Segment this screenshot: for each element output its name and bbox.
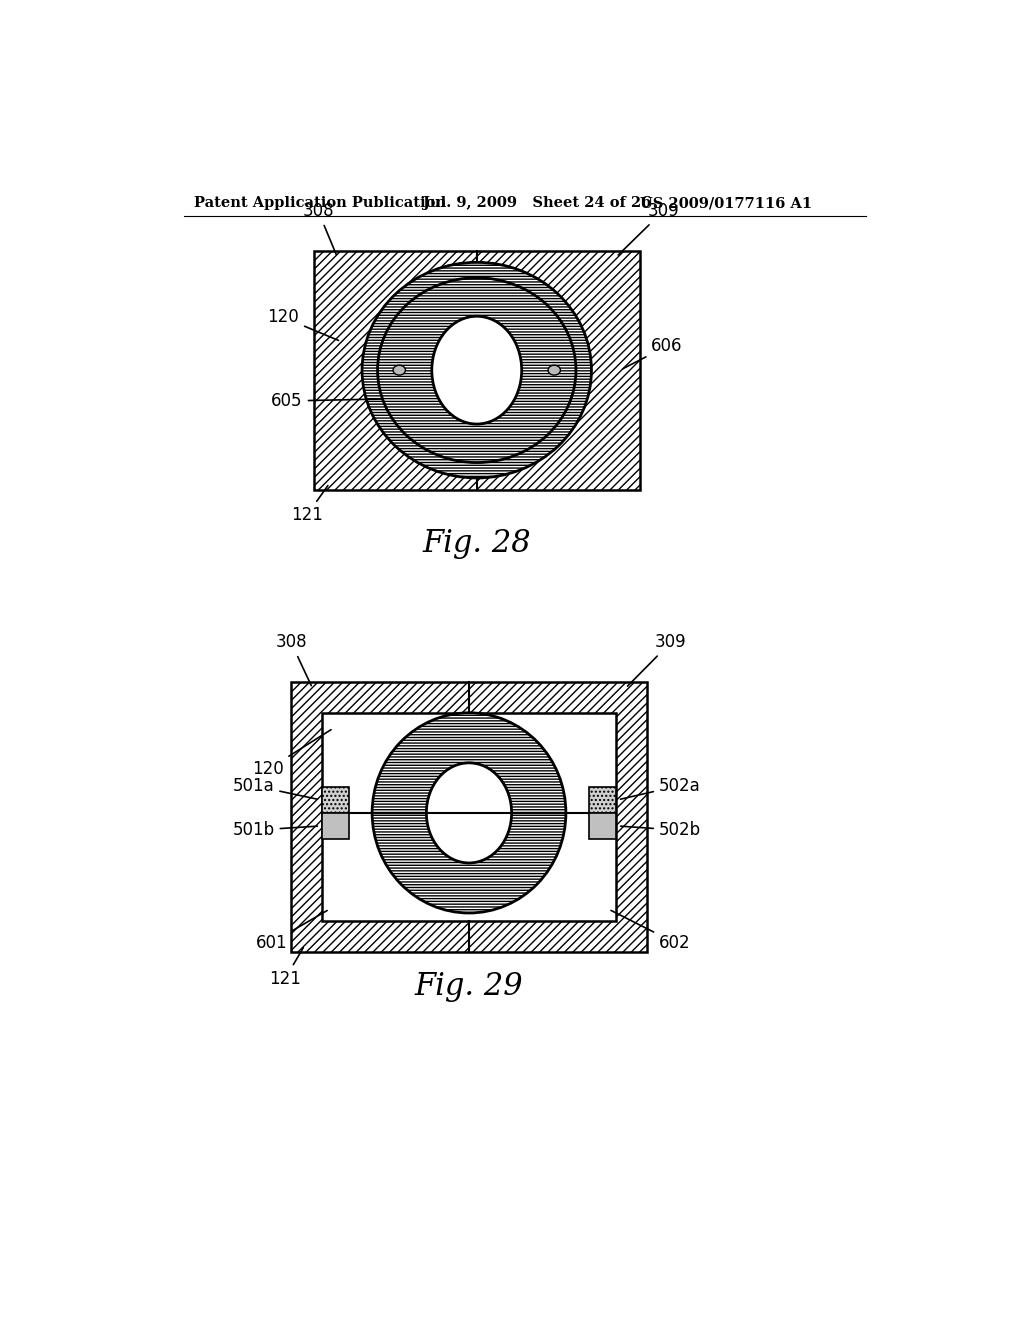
Bar	[314, 251, 640, 490]
Text: Fig. 29: Fig. 29	[415, 970, 523, 1002]
Text: 605: 605	[271, 392, 390, 411]
Text: Patent Application Publication: Patent Application Publication	[194, 197, 445, 210]
Text: 602: 602	[611, 911, 690, 952]
Bar	[589, 813, 616, 840]
Text: US 2009/0177116 A1: US 2009/0177116 A1	[640, 197, 812, 210]
Text: 501a: 501a	[232, 776, 317, 799]
Text: 121: 121	[269, 948, 303, 987]
Text: 606: 606	[623, 337, 683, 368]
Bar	[291, 682, 647, 952]
Bar	[322, 713, 616, 921]
Bar	[322, 787, 349, 813]
Text: Fig. 28: Fig. 28	[423, 528, 531, 558]
Bar	[322, 813, 349, 840]
Text: 308: 308	[302, 202, 336, 255]
Text: 309: 309	[628, 634, 687, 686]
Ellipse shape	[362, 263, 592, 478]
Ellipse shape	[393, 366, 406, 375]
Ellipse shape	[432, 317, 521, 424]
Bar	[589, 787, 616, 813]
Text: 601: 601	[256, 911, 327, 952]
Ellipse shape	[548, 366, 560, 375]
Ellipse shape	[378, 277, 575, 462]
Ellipse shape	[372, 713, 566, 913]
Text: 120: 120	[267, 309, 339, 341]
Ellipse shape	[426, 763, 512, 863]
Text: Jul. 9, 2009   Sheet 24 of 26: Jul. 9, 2009 Sheet 24 of 26	[423, 197, 651, 210]
Text: 121: 121	[291, 486, 328, 524]
Text: 308: 308	[275, 634, 311, 685]
Text: 309: 309	[618, 202, 679, 255]
Text: 501b: 501b	[232, 821, 317, 840]
Bar	[291, 682, 647, 952]
Text: 120: 120	[252, 730, 331, 779]
Text: 502b: 502b	[621, 821, 701, 840]
Bar	[314, 251, 640, 490]
Text: 502a: 502a	[621, 776, 700, 799]
